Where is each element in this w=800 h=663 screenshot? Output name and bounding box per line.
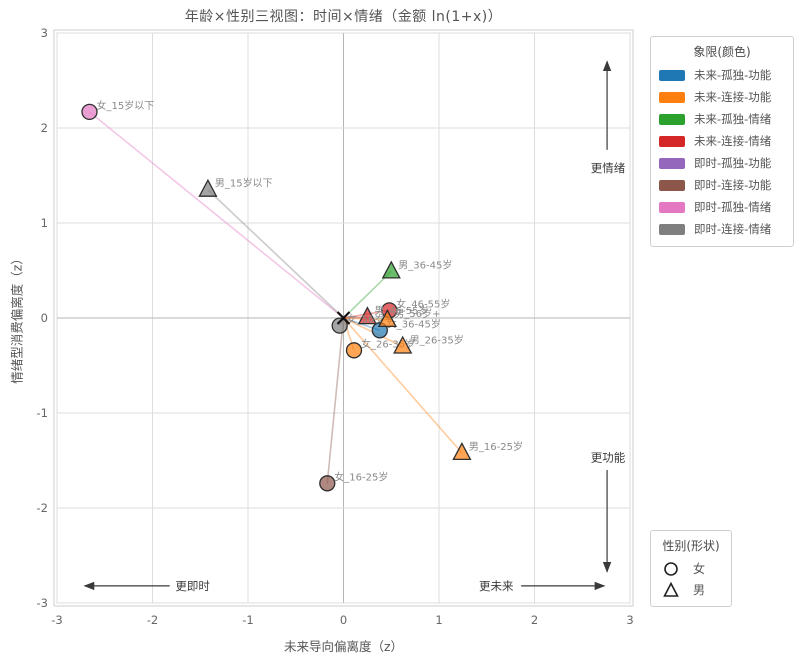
data-point xyxy=(331,317,348,334)
triangle-marker-icon xyxy=(663,581,679,597)
data-point xyxy=(319,475,336,492)
chart-title: 年龄×性别三视图：时间×情绪（金额 ln(1+x)） xyxy=(184,9,503,25)
legend-item: 即时-孤独-功能 xyxy=(651,152,793,174)
y-tick-label: 0 xyxy=(41,311,48,325)
legend-item: 未来-孤独-功能 xyxy=(651,64,793,86)
spoke-line xyxy=(342,270,392,319)
point-label: 男_56岁+ xyxy=(394,307,440,320)
x-tick-label: 0 xyxy=(340,613,347,627)
legend-color-swatch xyxy=(659,113,685,125)
x-tick-label: 3 xyxy=(626,613,633,627)
legend-item-label: 即时-连接-情绪 xyxy=(694,222,772,236)
legend-quadrant-items: 未来-孤独-功能 未来-连接-功能 未来-孤独-情绪 未来-连接-情绪 即时-孤独-功能… xyxy=(651,64,793,240)
legend-gender-items: 女男 xyxy=(651,558,731,600)
legend-item-label: 未来-孤独-情绪 xyxy=(694,112,772,126)
legend-item-label: 即时-连接-功能 xyxy=(694,178,772,192)
data-point xyxy=(345,342,363,359)
data-point xyxy=(81,103,98,121)
legend-item: 未来-孤独-情绪 xyxy=(651,108,793,130)
spoke-line xyxy=(326,317,345,484)
legend-item-label: 女 xyxy=(693,562,706,576)
legend-color-swatch xyxy=(659,201,685,213)
point-label: 男_16-25岁 xyxy=(469,440,523,453)
data-point xyxy=(452,442,472,461)
legend-color-swatch xyxy=(659,91,685,103)
spoke-line xyxy=(342,317,463,454)
circle-marker-icon xyxy=(664,561,678,576)
spoke-line xyxy=(88,111,345,319)
x-tick-label: 2 xyxy=(531,613,538,627)
legend-color-swatch xyxy=(659,223,685,235)
legend-color-swatch xyxy=(659,69,685,81)
legend-color-swatch xyxy=(659,179,685,191)
y-tick-label: -2 xyxy=(37,501,48,515)
point-label: 女_36-45岁 xyxy=(387,317,441,330)
legend-quadrant-color: 象限(颜色) 未来-孤独-功能 未来-连接-功能 未来-孤独-情绪 未来-连接-情绪即… xyxy=(650,36,794,247)
legend-item-label: 即时-孤独-情绪 xyxy=(694,200,772,214)
x-tick-label: 1 xyxy=(435,613,442,627)
y-tick-label: 2 xyxy=(41,121,48,135)
y-axis-label: 情绪型消费偏离度（z） xyxy=(9,252,25,384)
y-tick-label: 3 xyxy=(41,26,48,40)
y-tick-label: -3 xyxy=(37,596,48,610)
y-tick-label: -1 xyxy=(37,406,48,420)
point-label: 男_15岁以下 xyxy=(215,177,273,190)
legend-item: 即时-孤独-情绪 xyxy=(651,196,793,218)
annotation-text: 更情绪 xyxy=(591,161,626,175)
legend-item-label: 未来-孤独-功能 xyxy=(694,68,772,82)
x-tick-label: -3 xyxy=(51,613,62,627)
annotation-text: 更功能 xyxy=(591,451,626,465)
legend-quadrant-title: 象限(颜色) xyxy=(693,45,751,59)
point-label: 男_36-45岁 xyxy=(398,258,452,271)
legend-item: 未来-连接-情绪 xyxy=(651,130,793,152)
legend-item: 女 xyxy=(651,558,731,579)
data-point xyxy=(377,309,397,328)
x-tick-label: -1 xyxy=(242,613,253,627)
legend-item: 即时-连接-功能 xyxy=(651,174,793,196)
data-point xyxy=(198,178,218,197)
legend-item-label: 未来-连接-情绪 xyxy=(694,134,772,148)
legend-gender-shape: 性别(形状) 女男 xyxy=(650,530,732,607)
center-x-marker xyxy=(336,311,351,325)
legend-gender-title: 性别(形状) xyxy=(662,539,720,553)
spoke-line xyxy=(207,189,345,319)
legend-item-label: 未来-连接-功能 xyxy=(694,90,772,104)
point-label: 女_46-55岁 xyxy=(396,297,450,310)
data-point xyxy=(393,335,413,354)
legend-item: 男 xyxy=(651,579,731,600)
x-tick-label: -2 xyxy=(147,613,158,627)
point-label: 女_15岁以下 xyxy=(97,99,155,112)
data-point xyxy=(357,306,377,325)
legend-item: 即时-连接-情绪 xyxy=(651,218,793,240)
legend-item: 未来-连接-功能 xyxy=(651,86,793,108)
x-axis-label: 未来导向偏离度（z） xyxy=(283,639,404,654)
legend-color-swatch xyxy=(659,157,685,169)
annotation-text: 更未来 xyxy=(479,579,514,593)
point-label: 女_16-25岁 xyxy=(334,470,388,483)
annotation-text: 更即时 xyxy=(175,579,210,593)
data-point xyxy=(381,260,401,279)
legend-item-label: 即时-孤独-功能 xyxy=(694,156,772,170)
y-tick-label: 1 xyxy=(41,216,48,230)
legend-item-label: 男 xyxy=(693,583,706,597)
point-label: 男_26-35岁 xyxy=(410,334,464,347)
legend-color-swatch xyxy=(659,135,685,147)
